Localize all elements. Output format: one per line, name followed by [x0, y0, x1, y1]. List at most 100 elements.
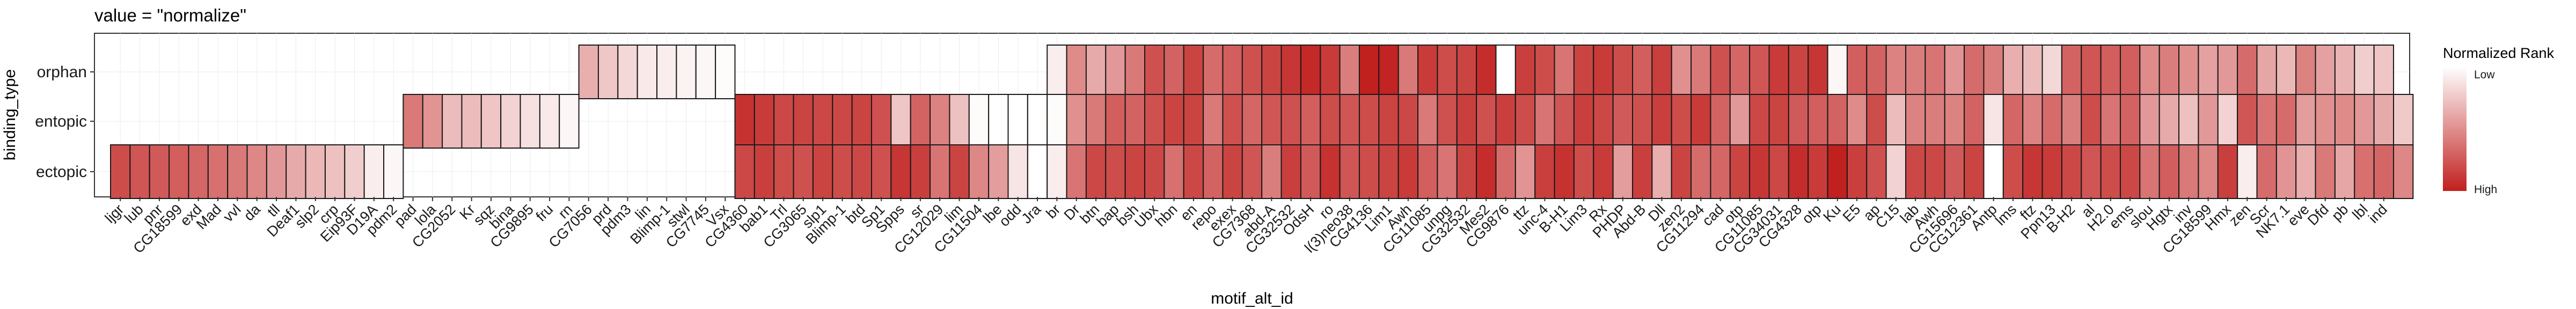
heatmap-cell — [1417, 94, 1438, 149]
heatmap-cell — [2119, 45, 2141, 99]
heatmap-cell — [227, 144, 248, 199]
heatmap-cell — [169, 144, 189, 199]
heatmap-cell — [2334, 94, 2355, 149]
heatmap-cell — [1261, 94, 1282, 149]
heatmap-cell — [968, 94, 990, 149]
heatmap-cell — [2119, 94, 2141, 149]
heatmap-cell — [2315, 94, 2336, 149]
heatmap-cell — [988, 144, 1009, 199]
heatmap-cell — [2237, 94, 2258, 149]
heatmap-cell — [2198, 144, 2219, 199]
heatmap-cell — [1476, 94, 1497, 149]
heatmap-cell — [695, 45, 716, 99]
heatmap-cell — [832, 94, 853, 149]
heatmap-cell — [1651, 94, 1672, 149]
heatmap-cells — [110, 45, 2414, 199]
heatmap-cell — [1924, 45, 1945, 99]
heatmap-cell — [1261, 45, 1282, 99]
heatmap-cell — [1241, 144, 1263, 199]
heatmap-cell — [2119, 144, 2141, 199]
heatmap-cell — [2022, 45, 2043, 99]
heatmap-cell — [1827, 144, 1848, 199]
heatmap-cell — [1320, 45, 1341, 99]
heatmap-cell — [2334, 45, 2355, 99]
heatmap-cell — [1534, 94, 1555, 149]
heatmap-cell — [1690, 45, 1711, 99]
heatmap-cell — [1066, 45, 1087, 99]
heatmap-cell — [1514, 45, 1536, 99]
heatmap-cell — [812, 144, 833, 199]
heatmap-cell — [1554, 45, 1575, 99]
heatmap-cell — [2275, 144, 2297, 199]
heatmap-cell — [1046, 144, 1067, 199]
heatmap-cell — [1397, 144, 1419, 199]
heatmap-cell — [851, 94, 873, 149]
legend-title: Normalized Rank — [2443, 45, 2555, 61]
heatmap-cell — [871, 144, 892, 199]
heatmap-cell — [1788, 45, 1809, 99]
heatmap-cell — [1749, 45, 1770, 99]
x-tick-label: lms — [1992, 201, 2019, 229]
heatmap-cell — [1144, 144, 1165, 199]
heatmap-cell — [1437, 45, 1458, 99]
heatmap-cell — [2022, 94, 2043, 149]
heatmap-cell — [1729, 45, 1751, 99]
heatmap-cell — [793, 94, 814, 149]
heatmap-cell — [480, 94, 502, 149]
heatmap-cell — [1554, 144, 1575, 199]
heatmap-cell — [1905, 94, 1926, 149]
heatmap-cell — [422, 94, 443, 149]
heatmap-cell — [1007, 144, 1028, 199]
y-tick-label: entopic — [35, 113, 87, 130]
heatmap-cell — [1163, 94, 1184, 149]
heatmap-cell — [1944, 144, 1965, 199]
heatmap-cell — [1534, 45, 1555, 99]
heatmap-cell — [1027, 94, 1048, 149]
heatmap-cell — [1066, 144, 1087, 199]
heatmap-cell — [1944, 94, 1965, 149]
heatmap-cell — [1124, 144, 1146, 199]
heatmap-cell — [1300, 45, 1321, 99]
heatmap-cell — [1690, 144, 1711, 199]
heatmap-cell — [2237, 45, 2258, 99]
heatmap-cell — [1085, 144, 1107, 199]
heatmap-cell — [2256, 144, 2277, 199]
x-tick-label: ind — [2365, 201, 2390, 226]
heatmap-cell — [1807, 45, 1828, 99]
heatmap-cell — [2373, 144, 2395, 199]
heatmap-cell — [1885, 94, 1907, 149]
heatmap-cell — [500, 94, 521, 149]
heatmap-cell — [1300, 94, 1321, 149]
heatmap-cell — [832, 144, 853, 199]
heatmap-cell — [2061, 45, 2082, 99]
heatmap-cell — [1495, 45, 1516, 99]
heatmap-cell — [1203, 45, 1224, 99]
heatmap-cell — [1203, 94, 1224, 149]
heatmap-cell — [2178, 94, 2199, 149]
heatmap-cell — [1573, 94, 1594, 149]
heatmap-cell — [734, 144, 755, 199]
heatmap-cell — [110, 144, 131, 199]
heatmap-cell — [2217, 45, 2238, 99]
heatmap-cell — [949, 144, 970, 199]
heatmap-cell — [930, 94, 950, 149]
x-tick-label: E5 — [1840, 201, 1864, 225]
heatmap-cell — [1671, 45, 1692, 99]
heatmap-cell — [1964, 144, 1985, 199]
heatmap-cell — [1378, 94, 1399, 149]
heatmap-cell — [1944, 45, 1965, 99]
heatmap-cell — [1573, 45, 1594, 99]
heatmap-cell — [1534, 144, 1555, 199]
heatmap-cell — [1866, 45, 1887, 99]
heatmap-cell — [1788, 144, 1809, 199]
heatmap-cell — [2041, 94, 2062, 149]
heatmap-cell — [1612, 144, 1633, 199]
x-tick-label: fru — [533, 201, 556, 224]
legend: Normalized Rank Low High — [2443, 45, 2555, 196]
heatmap-cell — [1788, 94, 1809, 149]
heatmap-cell — [773, 144, 794, 199]
heatmap-cell — [578, 45, 599, 99]
heatmap-cell — [1807, 144, 1828, 199]
